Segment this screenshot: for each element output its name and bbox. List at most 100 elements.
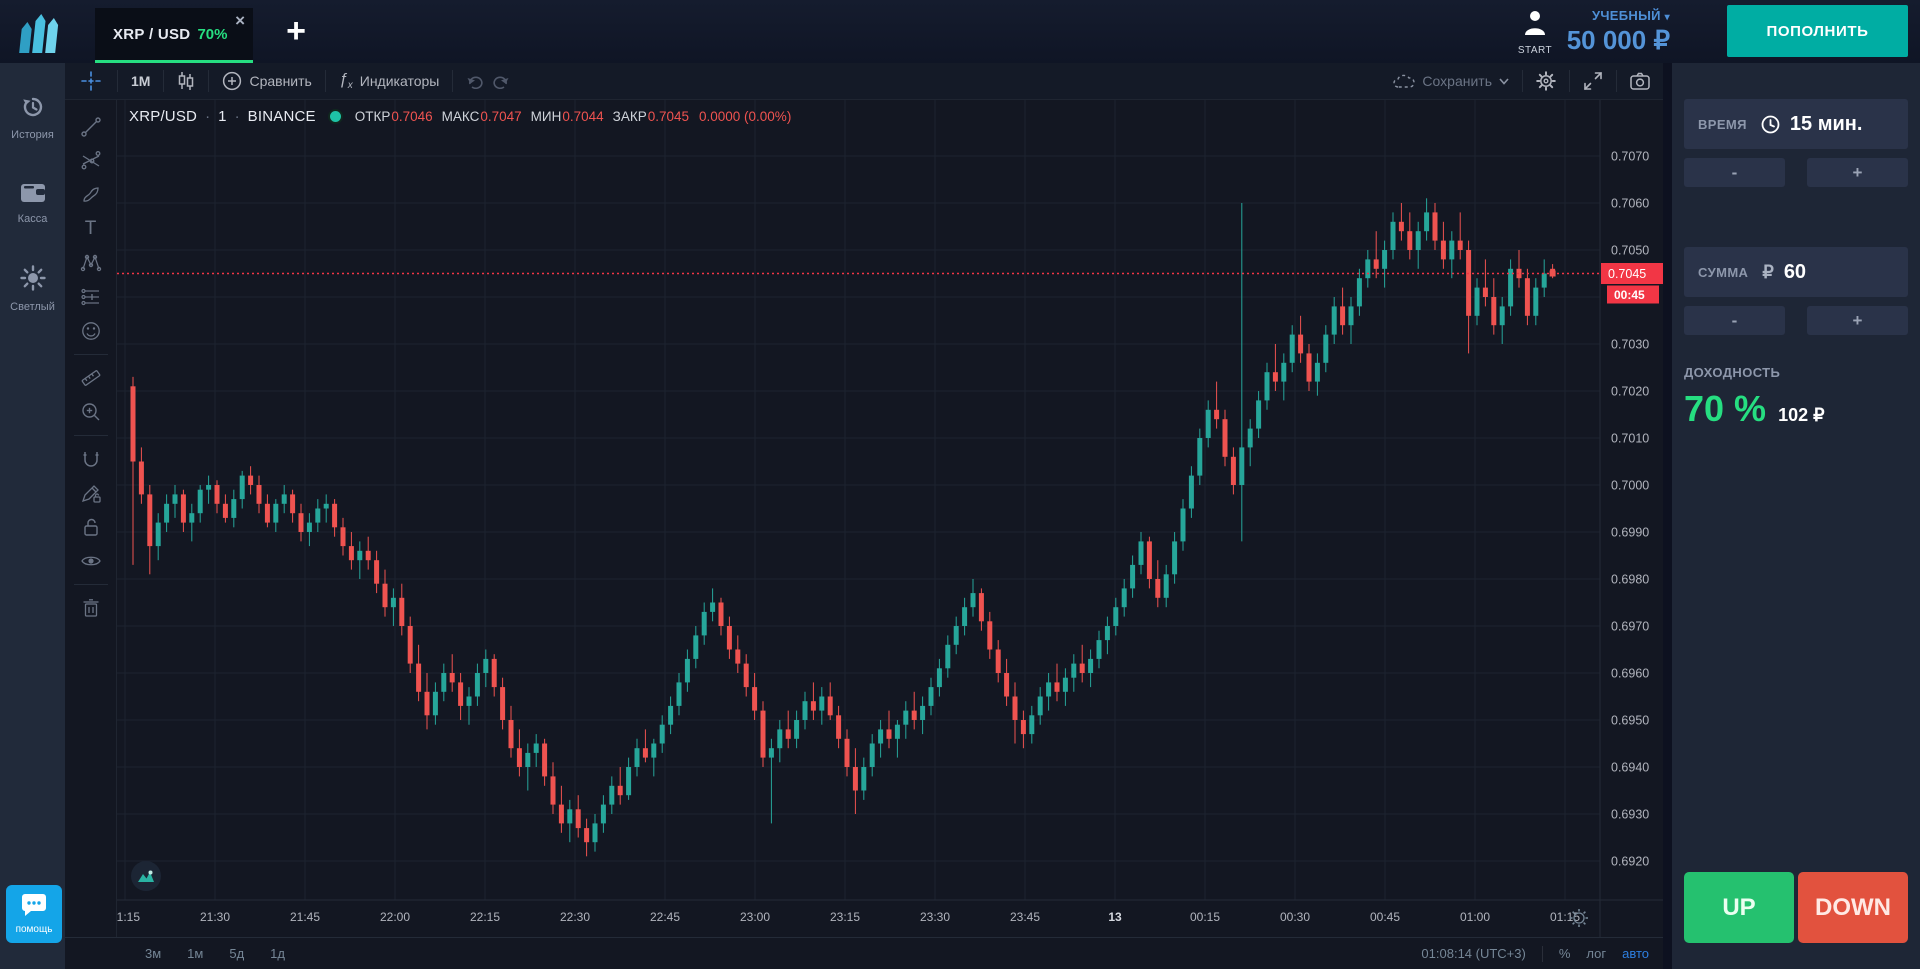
amount-plus-button[interactable]: + (1807, 306, 1908, 335)
crosshair-icon (81, 71, 101, 91)
time-plus-button[interactable]: + (1807, 158, 1908, 187)
legend-interval: 1 (218, 108, 227, 125)
svg-text:0.6980: 0.6980 (1611, 573, 1649, 587)
svg-text:21:30: 21:30 (200, 910, 230, 924)
forecast-tool[interactable] (74, 280, 108, 314)
svg-text:22:15: 22:15 (470, 910, 500, 924)
crosshair-tool-button[interactable] (65, 63, 117, 99)
pattern-tool[interactable] (74, 246, 108, 280)
time-field[interactable]: ВРЕМЯ 15 мин. (1684, 99, 1908, 149)
save-label: Сохранить (1422, 73, 1492, 89)
candles-style-icon (179, 72, 194, 90)
deposit-button[interactable]: ПОПОЛНИТЬ (1727, 5, 1908, 57)
change-value: 0.0000 (0.00%) (699, 109, 792, 124)
profit-label: ДОХОДНОСТЬ (1684, 365, 1781, 380)
gann-fib-tool[interactable] (74, 144, 108, 178)
up-button[interactable]: UP (1684, 872, 1794, 943)
undo-button[interactable] (453, 63, 488, 99)
brush-tool[interactable] (74, 178, 108, 212)
svg-text:0.6950: 0.6950 (1611, 714, 1649, 728)
zoom-in-tool[interactable] (74, 395, 108, 429)
amount-minus-button[interactable]: - (1684, 306, 1785, 335)
remove-drawings-tool[interactable] (74, 591, 108, 625)
toolbar-separator (324, 70, 326, 92)
measure-tool[interactable] (74, 361, 108, 395)
drawing-mode-tool[interactable] (74, 476, 108, 510)
svg-text:0.7045: 0.7045 (1608, 267, 1646, 281)
svg-text:0.7000: 0.7000 (1611, 479, 1649, 493)
account-start-label: START (1517, 45, 1553, 56)
hide-drawings-tool[interactable] (74, 544, 108, 578)
range-1d[interactable]: 1д (270, 946, 285, 961)
toolbar-separator (208, 70, 210, 92)
svg-text:23:45: 23:45 (1010, 910, 1040, 924)
profit-amount: 102 ₽ (1778, 405, 1825, 425)
account-type-dropdown[interactable]: УЧЕБНЫЙ ▾ (1566, 8, 1670, 23)
help-button[interactable]: помощь (6, 885, 62, 943)
svg-text:21:15: 21:15 (117, 910, 140, 924)
clock-utc[interactable]: 01:08:14 (UTC+3) (1421, 946, 1526, 961)
log-scale-button[interactable]: лог (1586, 946, 1607, 961)
range-1m[interactable]: 1м (187, 946, 204, 961)
magnet-tool[interactable] (74, 442, 108, 476)
fullscreen-button[interactable] (1570, 63, 1616, 99)
sidebar-item-history[interactable]: История (0, 81, 65, 153)
chart-plot[interactable]: XRP/USD · 1 · BINANCE ОТКР0.7046 МАКС0.7… (110, 100, 1663, 937)
screenshot-button[interactable] (1617, 63, 1663, 99)
svg-text:22:45: 22:45 (650, 910, 680, 924)
compare-button[interactable]: Сравнить (209, 63, 324, 99)
sidebar-item-theme[interactable]: Светлый (0, 251, 65, 325)
auto-scale-button[interactable]: авто (1622, 946, 1649, 961)
percent-scale-button[interactable]: % (1558, 946, 1571, 961)
chart-settings-button[interactable] (1523, 63, 1569, 99)
camera-icon (1630, 72, 1650, 90)
time-minus-button[interactable]: - (1684, 158, 1785, 187)
legend-separator: · (205, 108, 211, 125)
chart-style-button[interactable] (164, 63, 208, 99)
tab-close-icon[interactable]: × (235, 11, 245, 30)
amount-label: СУММА (1698, 264, 1749, 280)
range-5d[interactable]: 5д (229, 946, 245, 961)
svg-text:0.7030: 0.7030 (1611, 338, 1649, 352)
toolbar-separator (117, 70, 118, 92)
save-layout-button[interactable]: Сохранить (1380, 63, 1522, 99)
svg-text:23:30: 23:30 (920, 910, 950, 924)
candlestick-chart[interactable]: 0.7070 0.7060 0.7050 0.7030 0.7020 0.7010 0.70… (110, 100, 1663, 937)
legend-symbol[interactable]: XRP/USD (129, 108, 198, 125)
indicators-button[interactable]: ƒx Индикаторы (326, 63, 453, 99)
market-status-icon[interactable] (329, 111, 341, 122)
interval-button[interactable]: 1М (131, 73, 151, 89)
sidebar-item-cashier[interactable]: Касса (0, 167, 65, 237)
tab-symbol: XRP / USD (113, 25, 191, 43)
chart-toolbar: 1М Сравнить ƒx Индикаторы (65, 63, 1663, 100)
add-tab-button[interactable]: + (286, 11, 306, 50)
trendline-tool[interactable] (74, 110, 108, 144)
sidebar-item-label: История (11, 129, 54, 141)
emoji-tool[interactable] (74, 314, 108, 348)
profit-percent: 70 % (1684, 388, 1767, 429)
lock-drawings-tool[interactable] (74, 510, 108, 544)
chart-pane: 1М Сравнить ƒx Индикаторы (65, 63, 1663, 969)
wallet-icon (20, 184, 45, 202)
sidebar-item-label: Касса (17, 213, 48, 225)
account-menu[interactable]: START (1512, 9, 1558, 58)
toolbar-separator (1522, 70, 1523, 92)
legend-exchange: BINANCE (247, 108, 316, 125)
chart-widget-button[interactable] (131, 861, 161, 891)
redo-button[interactable] (488, 63, 523, 99)
ruble-icon: ₽ (1762, 261, 1774, 282)
indicators-label: Индикаторы (359, 73, 440, 89)
svg-text:23:15: 23:15 (830, 910, 860, 924)
app-logo-icon[interactable] (14, 7, 66, 57)
text-tool[interactable]: T (84, 218, 97, 239)
cloud-icon (1393, 74, 1416, 88)
range-3m[interactable]: 3м (145, 946, 162, 961)
chat-icon (22, 894, 46, 916)
amount-field[interactable]: СУММА ₽ 60 (1684, 247, 1908, 297)
svg-text:22:30: 22:30 (560, 910, 590, 924)
compare-plus-icon (223, 71, 242, 91)
sun-icon (19, 265, 46, 291)
down-button[interactable]: DOWN (1798, 872, 1908, 943)
svg-text:00:30: 00:30 (1280, 910, 1310, 924)
tab-xrp-usd[interactable]: XRP / USD 70% × (95, 8, 253, 63)
